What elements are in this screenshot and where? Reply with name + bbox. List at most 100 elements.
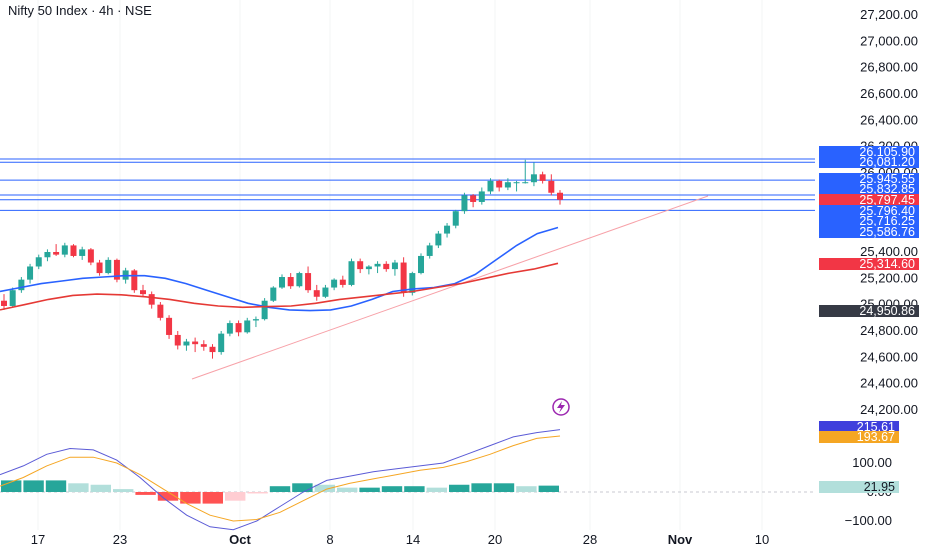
- ema-fast-line: [0, 226, 559, 312]
- candle-body: [374, 263, 381, 267]
- candle-body: [548, 180, 555, 193]
- candle-body: [235, 323, 242, 333]
- histogram-bar: [157, 492, 179, 501]
- candle-body: [400, 262, 407, 293]
- candle-body: [270, 287, 277, 301]
- time-axis-label: 23: [113, 532, 127, 547]
- candle-body: [409, 273, 416, 293]
- macd-badge: [819, 481, 899, 493]
- candle-body: [261, 300, 268, 320]
- price-badge: [819, 226, 919, 238]
- price-axis-label: 24,800.00: [860, 323, 918, 338]
- candle-body: [27, 266, 34, 280]
- candle-body: [331, 279, 338, 288]
- histogram-bar: [247, 492, 268, 494]
- signal-line: [0, 435, 561, 522]
- price-axis-label: 26,800.00: [860, 60, 918, 75]
- price-axis-label: 24,600.00: [860, 349, 918, 364]
- candle-body: [113, 259, 120, 280]
- lightning-icon-bolt: [557, 401, 565, 413]
- candle-body: [9, 290, 16, 306]
- candle-body: [1, 300, 7, 306]
- price-badge-label: 24,950.86: [859, 304, 915, 318]
- price-badge: [819, 156, 919, 168]
- candle-body: [192, 341, 199, 345]
- candle-body: [365, 266, 372, 270]
- histogram-bar: [1, 480, 22, 492]
- candle-body: [252, 319, 259, 321]
- histogram-bar: [23, 480, 44, 492]
- macd-axis-label: 100.00: [852, 455, 892, 470]
- trend-line-segment: [191, 195, 709, 380]
- candle-body: [348, 261, 355, 285]
- macd-badge: [819, 421, 899, 433]
- histogram-bar: [404, 486, 425, 492]
- candle-body: [226, 323, 233, 334]
- candlestick-series: [1, 159, 563, 359]
- time-axis-label: Oct: [229, 532, 251, 547]
- candle-body: [35, 257, 42, 267]
- candle-body: [513, 182, 520, 184]
- histogram-bar: [269, 486, 291, 492]
- histogram-bar: [292, 483, 313, 492]
- price-badge-label: 25,797.45: [859, 193, 915, 207]
- candle-body: [444, 225, 451, 234]
- candle-body: [426, 245, 433, 256]
- candle-body: [44, 252, 51, 258]
- histogram-bar: [359, 487, 380, 492]
- lightning-icon[interactable]: [552, 398, 570, 416]
- candle-body: [383, 263, 390, 270]
- price-badge-label: 26,081.20: [859, 155, 915, 169]
- candle-body: [70, 245, 77, 256]
- price-badges: 26,105.9026,081.2025,945.5525,832.8525,7…: [819, 145, 919, 494]
- candle-body: [200, 344, 207, 347]
- macd-pane: [0, 429, 815, 531]
- price-badge-label: 25,716.25: [859, 214, 915, 228]
- time-axis-label: 28: [583, 532, 597, 547]
- price-badge: [819, 173, 919, 185]
- candle-body: [140, 290, 146, 295]
- histogram-bar: [90, 484, 111, 492]
- price-badge-label: 25,586.76: [859, 225, 915, 239]
- candle-body: [496, 180, 503, 188]
- histogram-bar: [426, 487, 447, 492]
- candle-body: [174, 334, 181, 346]
- candle-body: [339, 279, 346, 285]
- time-axis-label: 20: [488, 532, 502, 547]
- candle-body: [418, 255, 424, 274]
- histogram-bar: [180, 492, 201, 504]
- candle-body: [470, 195, 477, 202]
- price-badge: [819, 183, 919, 195]
- price-axis-label: 27,200.00: [860, 7, 918, 22]
- histogram-bar: [449, 484, 470, 492]
- macd-badge: [819, 431, 899, 443]
- time-axis-label: 14: [406, 532, 420, 547]
- histogram-bar: [113, 489, 134, 492]
- histogram-bar: [337, 487, 358, 492]
- candle-body: [322, 287, 329, 297]
- price-badge-label: 25,796.40: [859, 204, 915, 218]
- candle-body: [96, 262, 103, 274]
- price-axis-label: 25,400.00: [860, 244, 918, 259]
- price-badge-label: 25,314.60: [859, 257, 915, 271]
- price-badge: [819, 215, 919, 227]
- candle-body: [530, 174, 537, 183]
- histogram-bar: [471, 483, 492, 492]
- price-axis-label: 24,200.00: [860, 402, 918, 417]
- moving-averages: [0, 226, 559, 312]
- price-badge: [819, 146, 919, 158]
- candle-body: [557, 192, 563, 200]
- price-axis-label: 26,400.00: [860, 112, 918, 127]
- candle-body: [461, 195, 468, 212]
- candle-body: [357, 261, 364, 270]
- price-badge-label: 26,105.90: [859, 145, 915, 159]
- macd-badge-label: 193.67: [857, 430, 895, 444]
- grid: [37, 0, 763, 530]
- candle-body: [87, 249, 94, 263]
- histogram-bar: [225, 492, 246, 501]
- histogram-bar: [516, 486, 537, 492]
- trend-line: [191, 195, 709, 380]
- price-axis-label: 26,600.00: [860, 86, 918, 101]
- price-badge: [819, 258, 919, 270]
